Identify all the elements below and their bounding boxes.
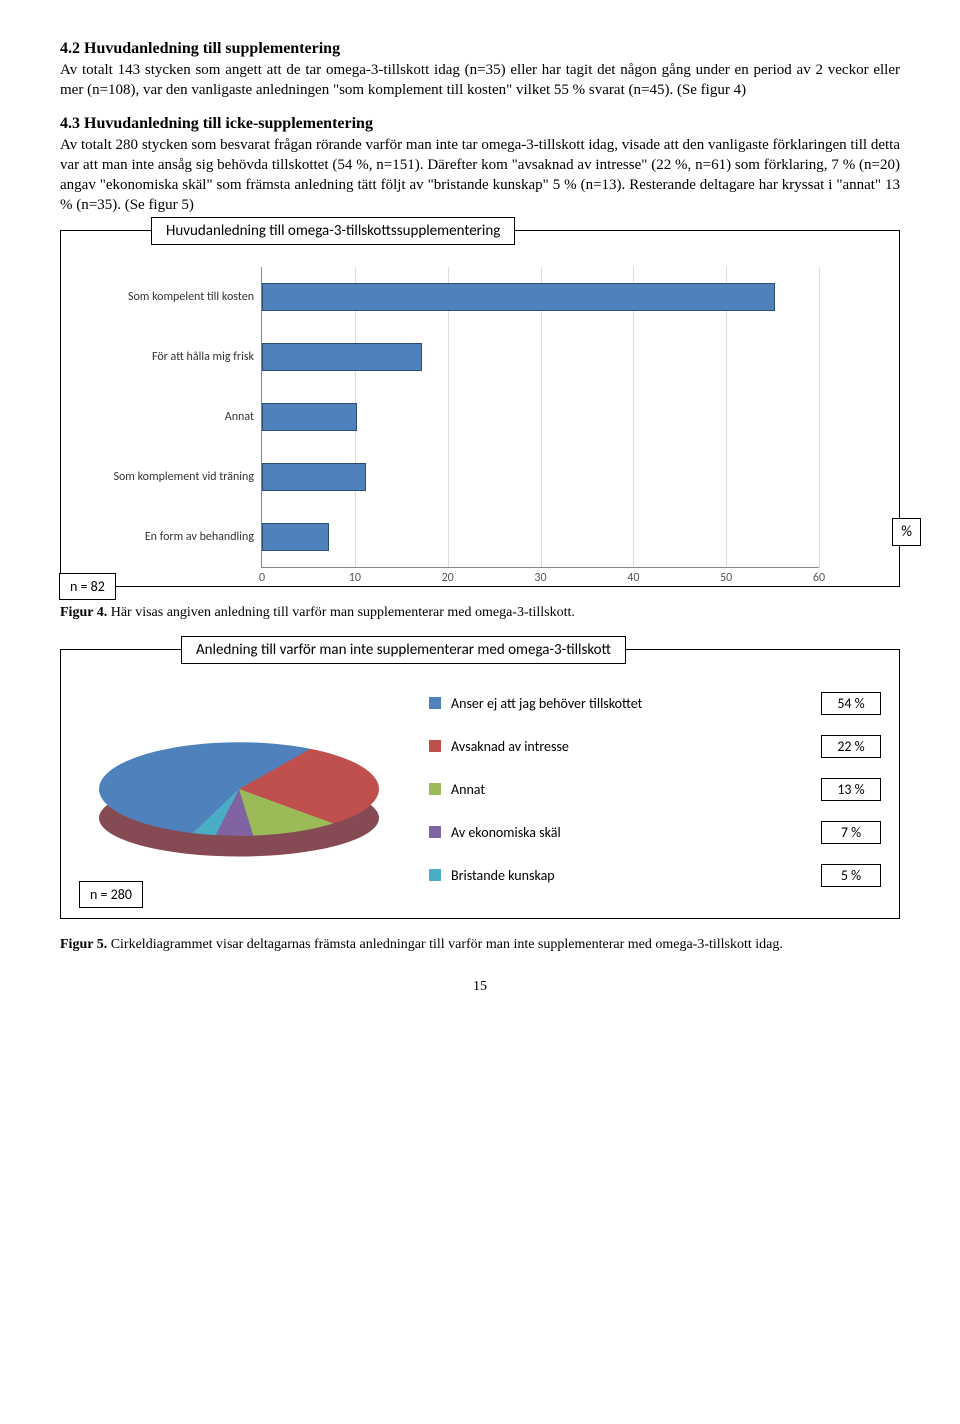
figure-4-caption: Figur 4. Här visas angiven anledning til… (60, 605, 900, 621)
chart1-xtick: 50 (720, 567, 732, 585)
chart1-row: Som kompelent till kosten (262, 267, 819, 327)
figure-4-lead: Figur 4. (60, 605, 107, 620)
legend-percent: 54 % (821, 692, 881, 715)
chart1-row: Annat (262, 387, 819, 447)
legend-label: Avsaknad av intresse (451, 738, 811, 755)
chart1-percent-label: % (892, 518, 921, 546)
legend-label: Anser ej att jag behöver tillskottet (451, 695, 811, 712)
legend-swatch (429, 697, 441, 709)
chart2-legend: Anser ej att jag behöver tillskottet 54 %… (429, 684, 881, 904)
chart1-category-label: Annat (79, 410, 262, 424)
section-4-3-heading: 4.3 Huvudanledning till icke-supplemente… (60, 115, 900, 133)
chart1-gridline (819, 267, 820, 567)
section-4-2-heading: 4.2 Huvudanledning till supplementering (60, 40, 900, 58)
chart1-xtick: 60 (813, 567, 825, 585)
chart1-bar (262, 463, 366, 491)
legend-percent: 22 % (821, 735, 881, 758)
legend-percent: 5 % (821, 864, 881, 887)
chart1-category-label: En form av behandling (79, 530, 262, 544)
chart1-xtick: 20 (442, 567, 454, 585)
legend-row: Bristande kunskap 5 % (429, 864, 881, 887)
legend-row: Avsaknad av intresse 22 % (429, 735, 881, 758)
figure-4-text: Här visas angiven anledning till varför … (107, 605, 575, 620)
chart1-title: Huvudanledning till omega-3-tillskottssu… (151, 217, 515, 245)
legend-label: Av ekonomiska skäl (451, 824, 811, 841)
chart1-row: Som komplement vid träning (262, 447, 819, 507)
legend-row: Av ekonomiska skäl 7 % (429, 821, 881, 844)
section-4-2-para: Av totalt 143 stycken som angett att de … (60, 60, 900, 101)
chart1-bar (262, 343, 422, 371)
chart1-xtick: 30 (534, 567, 546, 585)
pie-chart (99, 742, 379, 836)
pie-wrap (79, 684, 399, 904)
chart1-row: För att hålla mig frisk (262, 327, 819, 387)
page-number: 15 (60, 979, 900, 995)
chart1-bar (262, 403, 357, 431)
figure-5-caption: Figur 5. Cirkeldiagrammet visar deltagar… (60, 937, 900, 953)
chart1-container: Huvudanledning till omega-3-tillskottssu… (60, 230, 900, 587)
legend-label: Bristande kunskap (451, 867, 811, 884)
legend-swatch (429, 826, 441, 838)
chart1-row: En form av behandling (262, 507, 819, 567)
figure-5-lead: Figur 5. (60, 937, 107, 952)
legend-swatch (429, 869, 441, 881)
legend-percent: 7 % (821, 821, 881, 844)
chart1-n-label: n = 82 (59, 573, 116, 600)
chart1-category-label: För att hålla mig frisk (79, 350, 262, 364)
legend-row: Anser ej att jag behöver tillskottet 54 % (429, 692, 881, 715)
legend-swatch (429, 783, 441, 795)
chart1-category-label: Som kompelent till kosten (79, 290, 262, 304)
chart1-category-label: Som komplement vid träning (79, 470, 262, 484)
chart1-xtick: 10 (349, 567, 361, 585)
legend-row: Annat 13 % (429, 778, 881, 801)
chart2-n-label: n = 280 (79, 881, 143, 908)
chart1-xtick: 40 (627, 567, 639, 585)
chart1-bar (262, 283, 775, 311)
chart1-bar (262, 523, 329, 551)
legend-label: Annat (451, 781, 811, 798)
figure-5-text: Cirkeldiagrammet visar deltagarnas främs… (107, 937, 783, 952)
chart1-xtick: 0 (259, 567, 265, 585)
chart1-plot-area: 0102030405060Som kompelent till kostenFö… (61, 231, 899, 574)
chart2-container: Anledning till varför man inte supplemen… (60, 649, 900, 919)
section-4-3-para: Av totalt 280 stycken som besvarat fråga… (60, 135, 900, 216)
legend-swatch (429, 740, 441, 752)
legend-percent: 13 % (821, 778, 881, 801)
chart2-title: Anledning till varför man inte supplemen… (181, 636, 626, 664)
